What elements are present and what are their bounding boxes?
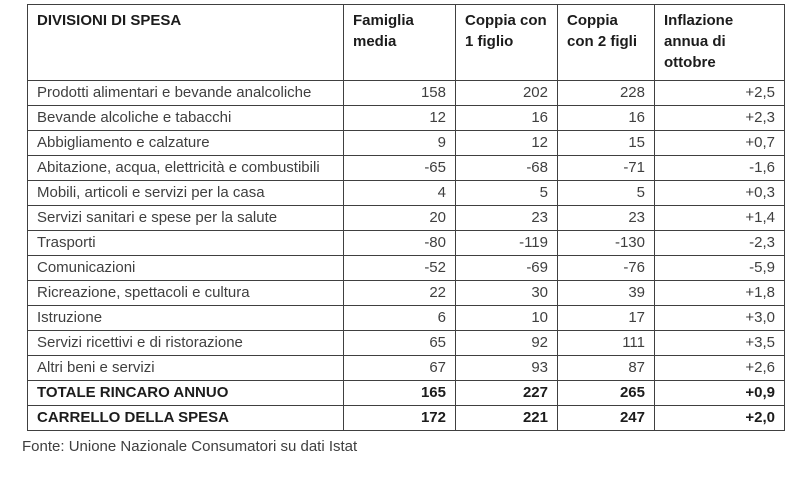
cell-value: +0,3 bbox=[654, 180, 785, 206]
row-label: Ricreazione, spettacoli e cultura bbox=[27, 280, 344, 306]
row-label: Istruzione bbox=[27, 305, 344, 331]
table-row: Bevande alcoliche e tabacchi 12 16 16 +2… bbox=[27, 105, 785, 131]
cell-value: -130 bbox=[557, 230, 655, 256]
cell-value: 265 bbox=[557, 380, 655, 406]
cell-value: -52 bbox=[343, 255, 456, 281]
cell-value: 202 bbox=[455, 80, 558, 106]
row-label: Servizi ricettivi e di ristorazione bbox=[27, 330, 344, 356]
col-header-coppia-2-figli: Coppia con 2 figli bbox=[557, 4, 655, 81]
row-label: Prodotti alimentari e bevande analcolich… bbox=[27, 80, 344, 106]
table-row: Ricreazione, spettacoli e cultura 22 30 … bbox=[27, 280, 785, 306]
cell-value: 6 bbox=[343, 305, 456, 331]
cell-value: +3,5 bbox=[654, 330, 785, 356]
cell-value: 158 bbox=[343, 80, 456, 106]
row-label: Abitazione, acqua, elettricità e combust… bbox=[27, 155, 344, 181]
table-row: Abbigliamento e calzature 9 12 15 +0,7 bbox=[27, 130, 785, 156]
col-header-coppia-1-figlio: Coppia con 1 figlio bbox=[455, 4, 558, 81]
cell-value: 165 bbox=[343, 380, 456, 406]
cell-value: 67 bbox=[343, 355, 456, 381]
row-label: Trasporti bbox=[27, 230, 344, 256]
col-header-famiglia-media: Famiglia media bbox=[343, 4, 456, 81]
cell-value: 227 bbox=[455, 380, 558, 406]
cell-value: 39 bbox=[557, 280, 655, 306]
row-label: Bevande alcoliche e tabacchi bbox=[27, 105, 344, 131]
cell-value: 20 bbox=[343, 205, 456, 231]
cell-value: 92 bbox=[455, 330, 558, 356]
cell-value: 247 bbox=[557, 405, 655, 431]
row-label: Mobili, articoli e servizi per la casa bbox=[27, 180, 344, 206]
cell-value: -68 bbox=[455, 155, 558, 181]
cell-value: -69 bbox=[455, 255, 558, 281]
cell-value: +3,0 bbox=[654, 305, 785, 331]
cell-value: -119 bbox=[455, 230, 558, 256]
total-row-carrello-spesa: CARRELLO DELLA SPESA 172 221 247 +2,0 bbox=[27, 405, 785, 431]
cell-value: -5,9 bbox=[654, 255, 785, 281]
cell-value: +1,4 bbox=[654, 205, 785, 231]
cell-value: -71 bbox=[557, 155, 655, 181]
table-row: Mobili, articoli e servizi per la casa 4… bbox=[27, 180, 785, 206]
table-row: Comunicazioni -52 -69 -76 -5,9 bbox=[27, 255, 785, 281]
cell-value: +2,5 bbox=[654, 80, 785, 106]
cell-value: 12 bbox=[455, 130, 558, 156]
header-row: DIVISIONI DI SPESA Famiglia media Coppia… bbox=[27, 4, 785, 81]
table-row: Istruzione 6 10 17 +3,0 bbox=[27, 305, 785, 331]
col-header-inflazione-annua: Inflazione annua di ottobre bbox=[654, 4, 785, 81]
cell-value: 228 bbox=[557, 80, 655, 106]
row-label: Servizi sanitari e spese per la salute bbox=[27, 205, 344, 231]
spending-divisions-table: DIVISIONI DI SPESA Famiglia media Coppia… bbox=[27, 4, 785, 431]
table-row: Trasporti -80 -119 -130 -2,3 bbox=[27, 230, 785, 256]
table-row: Servizi sanitari e spese per la salute 2… bbox=[27, 205, 785, 231]
row-label: CARRELLO DELLA SPESA bbox=[27, 405, 344, 431]
table-row: Prodotti alimentari e bevande analcolich… bbox=[27, 80, 785, 106]
cell-value: 9 bbox=[343, 130, 456, 156]
row-label: Comunicazioni bbox=[27, 255, 344, 281]
cell-value: -2,3 bbox=[654, 230, 785, 256]
cell-value: 23 bbox=[455, 205, 558, 231]
cell-value: +0,7 bbox=[654, 130, 785, 156]
cell-value: -1,6 bbox=[654, 155, 785, 181]
cell-value: +0,9 bbox=[654, 380, 785, 406]
col-header-divisioni-di-spesa: DIVISIONI DI SPESA bbox=[27, 4, 344, 81]
cell-value: 22 bbox=[343, 280, 456, 306]
row-label: Altri beni e servizi bbox=[27, 355, 344, 381]
cell-value: 172 bbox=[343, 405, 456, 431]
cell-value: -80 bbox=[343, 230, 456, 256]
cell-value: 221 bbox=[455, 405, 558, 431]
cell-value: 65 bbox=[343, 330, 456, 356]
cell-value: 17 bbox=[557, 305, 655, 331]
cell-value: 16 bbox=[557, 105, 655, 131]
row-label: Abbigliamento e calzature bbox=[27, 130, 344, 156]
cell-value: +2,3 bbox=[654, 105, 785, 131]
cell-value: 93 bbox=[455, 355, 558, 381]
table-row: Altri beni e servizi 67 93 87 +2,6 bbox=[27, 355, 785, 381]
cell-value: 16 bbox=[455, 105, 558, 131]
cell-value: 12 bbox=[343, 105, 456, 131]
table-row: Servizi ricettivi e di ristorazione 65 9… bbox=[27, 330, 785, 356]
table-row: Abitazione, acqua, elettricità e combust… bbox=[27, 155, 785, 181]
cell-value: 4 bbox=[343, 180, 456, 206]
total-row-rincaro-annuo: TOTALE RINCARO ANNUO 165 227 265 +0,9 bbox=[27, 380, 785, 406]
cell-value: 15 bbox=[557, 130, 655, 156]
cell-value: -76 bbox=[557, 255, 655, 281]
cell-value: 111 bbox=[557, 330, 655, 356]
cell-value: 23 bbox=[557, 205, 655, 231]
row-label: TOTALE RINCARO ANNUO bbox=[27, 380, 344, 406]
cell-value: +1,8 bbox=[654, 280, 785, 306]
cell-value: 10 bbox=[455, 305, 558, 331]
cell-value: 5 bbox=[455, 180, 558, 206]
cell-value: +2,6 bbox=[654, 355, 785, 381]
cell-value: +2,0 bbox=[654, 405, 785, 431]
cell-value: 87 bbox=[557, 355, 655, 381]
cell-value: -65 bbox=[343, 155, 456, 181]
cell-value: 5 bbox=[557, 180, 655, 206]
source-note: Fonte: Unione Nazionale Consumatori su d… bbox=[22, 438, 358, 455]
cell-value: 30 bbox=[455, 280, 558, 306]
